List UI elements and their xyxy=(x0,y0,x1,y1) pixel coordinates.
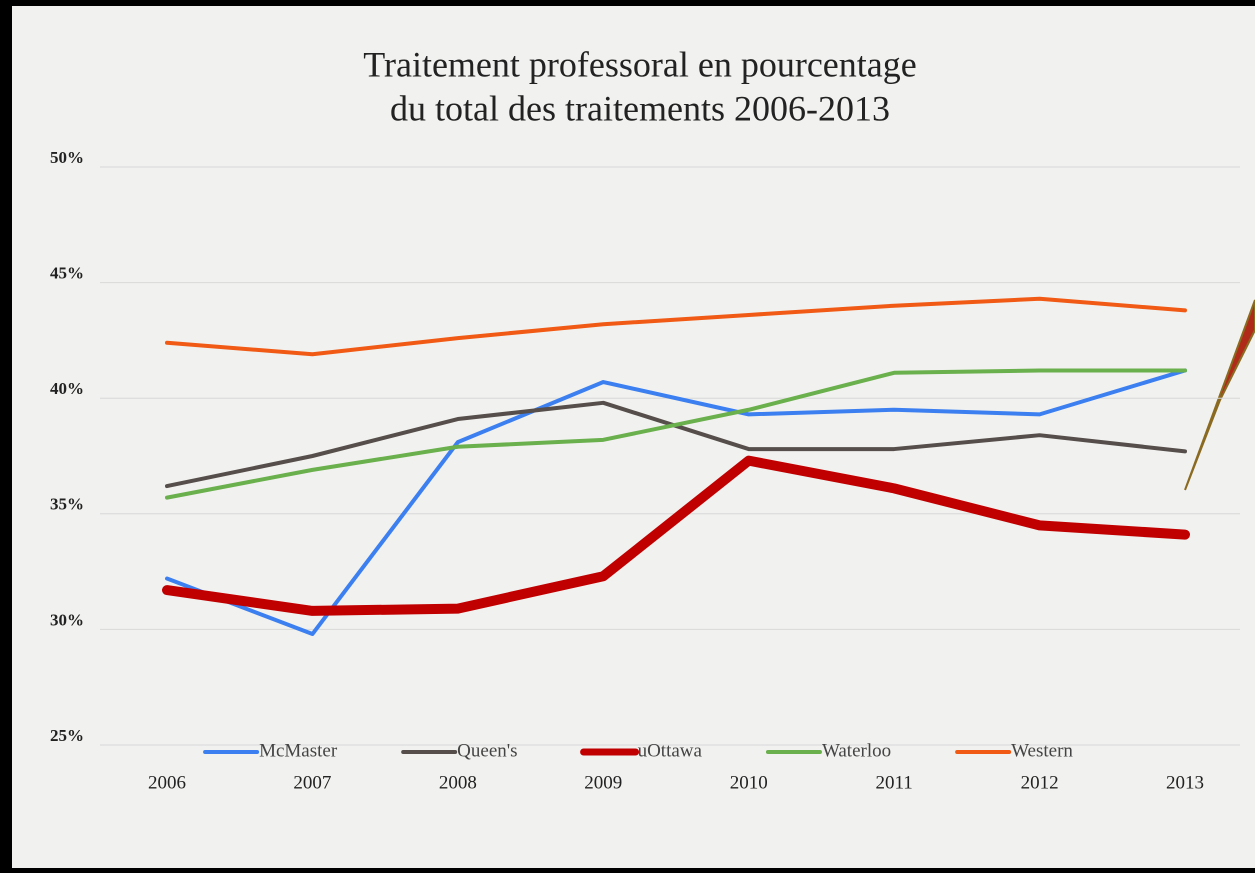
legend-label: uOttawa xyxy=(638,740,703,761)
legend-label: Queen's xyxy=(457,740,517,761)
y-tick-label: 50% xyxy=(50,148,84,167)
x-tick-label: 2009 xyxy=(584,772,622,793)
y-tick-label: 25% xyxy=(50,726,84,745)
x-tick-label: 2006 xyxy=(148,772,186,793)
chart-title: Traitement professoral en pourcentage xyxy=(363,44,916,84)
legend-label: McMaster xyxy=(259,740,338,761)
series-line xyxy=(165,296,1187,357)
series-line xyxy=(165,368,1187,500)
chart-title: du total des traitements 2006-2013 xyxy=(390,88,890,128)
decoration xyxy=(1184,299,1255,491)
x-tick-label: 2012 xyxy=(1021,772,1059,793)
y-tick-label: 30% xyxy=(50,610,84,629)
x-tick-label: 2008 xyxy=(439,772,477,793)
x-tick-label: 2011 xyxy=(875,772,912,793)
grid: 25% 30% 35% 40% 45% 50% 2006 2007 2008 2009 2010 20… xyxy=(50,148,1240,793)
y-tick-label: 35% xyxy=(50,495,84,514)
y-tick-label: 45% xyxy=(50,264,84,283)
y-tick-label: 40% xyxy=(50,379,84,398)
series-line xyxy=(162,455,1190,616)
x-tick-label: 2007 xyxy=(293,772,331,793)
plot xyxy=(162,296,1190,637)
x-tick-label: 2013 xyxy=(1166,772,1204,793)
legend-label: Western xyxy=(1011,740,1073,761)
legend-label: Waterloo xyxy=(822,740,891,761)
x-tick-label: 2010 xyxy=(730,772,768,793)
legend: McMaster Queen's uOttawa Waterloo Western xyxy=(203,740,1073,761)
series-line xyxy=(165,368,1187,637)
